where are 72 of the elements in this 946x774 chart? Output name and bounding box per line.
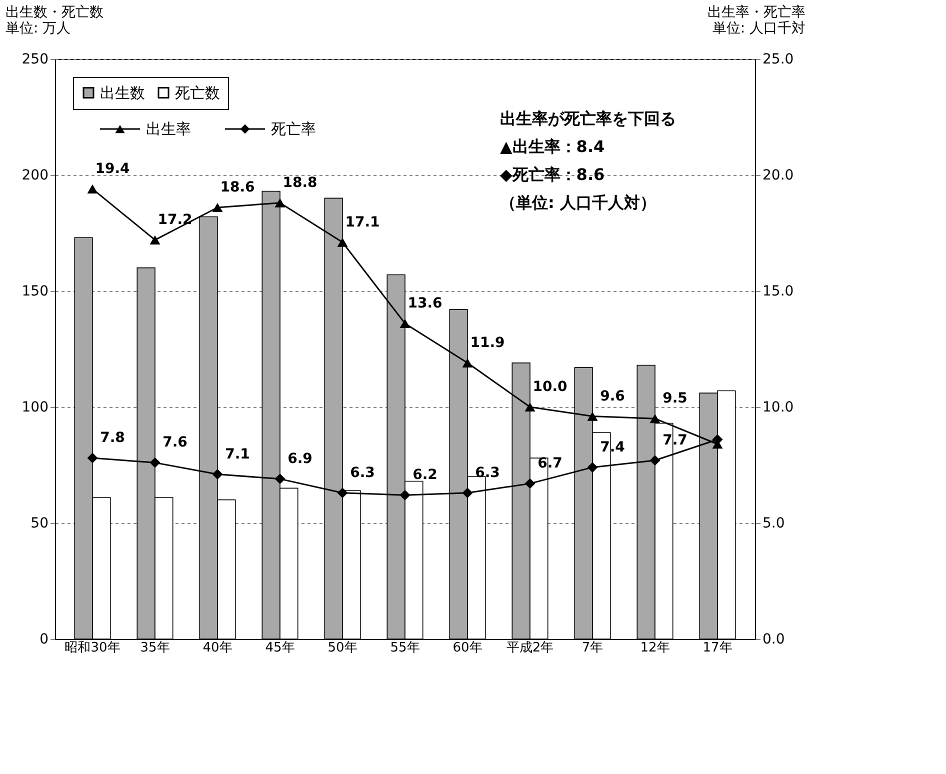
point (337, 238, 348, 247)
data-label: 7.1 (225, 446, 250, 462)
y-axis-title: 出生数・死亡数 (6, 4, 104, 20)
point (587, 412, 598, 421)
y-tick-label: 0 (40, 632, 48, 648)
data-label: 7.6 (162, 434, 188, 451)
data-label: 17.1 (345, 214, 380, 230)
point (274, 198, 286, 208)
y2-tick-label: 25.0 (762, 52, 794, 68)
point (462, 488, 473, 498)
point (524, 402, 536, 412)
y-tick-label: 100 (22, 400, 48, 416)
x-tick-label: 7年 (582, 640, 604, 656)
legend-label: 死亡率 (271, 120, 316, 138)
y-tick-label: 150 (22, 284, 48, 300)
point (150, 235, 160, 244)
data-label: 6.3 (350, 464, 375, 481)
x-tick-label: 35年 (140, 640, 170, 656)
x-tick-label: 60年 (452, 640, 482, 656)
y2-tick-label: 10.0 (762, 400, 794, 416)
data-label: 18.6 (220, 179, 255, 196)
x-tick-label: 17年 (702, 640, 732, 656)
x-tick-label: 45年 (265, 640, 295, 656)
y-tick-label: 50 (30, 516, 48, 532)
data-label: 19.4 (95, 160, 130, 177)
legend-label: 出生率 (146, 120, 191, 138)
data-label: 18.8 (282, 174, 318, 191)
point (150, 457, 160, 468)
data-label: 9.5 (662, 390, 688, 407)
data-label: 17.2 (158, 212, 192, 228)
point (212, 469, 223, 480)
legend-label: 死亡数 (175, 84, 220, 102)
data-label: 6.3 (475, 464, 500, 481)
x-tick-label: 50年 (328, 640, 358, 656)
annotation: ◆死亡率：8.6 (500, 165, 605, 184)
text: 単位: 万人 (6, 20, 71, 36)
text: 単位: 人口千対 (712, 20, 806, 36)
y-tick-label: 200 (22, 168, 48, 184)
data-label: 6.9 (288, 450, 312, 467)
legend-label: 出生数 (100, 84, 145, 102)
x-tick-label: 12年 (640, 640, 670, 656)
x-tick-label: 昭和30年 (64, 640, 120, 656)
point (650, 455, 660, 466)
y-tick-label: 250 (22, 52, 48, 68)
point (87, 184, 98, 194)
data-label: 10.0 (532, 379, 568, 395)
y2-tick-label: 0.0 (762, 632, 785, 648)
y2-tick-label: 15.0 (762, 284, 794, 300)
y2-tick-label: 5.0 (762, 516, 785, 532)
data-label: 6.2 (412, 467, 438, 484)
point (650, 414, 660, 424)
point (400, 318, 410, 328)
annotation: ▲出生率：8.4 (500, 137, 605, 156)
data-label: 13.6 (408, 295, 442, 312)
data-label: 11.9 (470, 334, 505, 351)
x-tick-label: 平成2年 (506, 640, 554, 656)
x-tick-label: 40年 (202, 640, 232, 656)
point (400, 490, 410, 500)
point (524, 478, 536, 489)
point (212, 202, 223, 212)
point (337, 488, 348, 498)
point (87, 452, 98, 464)
y2-axis-title: 出生率・死亡率 (708, 4, 806, 20)
data-label: 7.8 (100, 430, 125, 446)
x-tick-label: 55年 (390, 640, 420, 656)
y2-tick-label: 20.0 (762, 168, 794, 184)
annotation: 出生率が死亡率を下回る (500, 109, 676, 128)
data-label: 9.6 (600, 388, 625, 404)
point (274, 474, 286, 484)
annotation: （単位: 人口千人対） (500, 193, 656, 212)
point (462, 358, 473, 368)
point (587, 462, 598, 473)
